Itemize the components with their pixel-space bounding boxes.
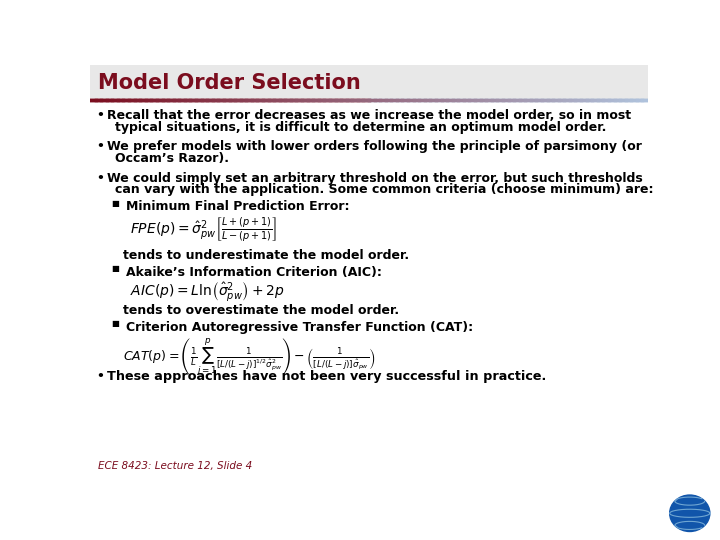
Circle shape	[670, 495, 710, 531]
Text: $FPE(p) = \hat{\sigma}_{pw}^2 \left[ \frac{L+(p+1)}{L-(p+1)} \right]$: $FPE(p) = \hat{\sigma}_{pw}^2 \left[ \fr…	[130, 215, 278, 244]
Text: Akaike’s Information Criterion (AIC):: Akaike’s Information Criterion (AIC):	[126, 266, 382, 279]
Bar	[90, 65, 648, 99]
Text: •: •	[96, 172, 104, 185]
Text: ■: ■	[112, 319, 120, 328]
Text: Model Order Selection: Model Order Selection	[98, 72, 361, 92]
Text: •: •	[96, 370, 104, 383]
Text: $AIC(p) = L\ln\!\left(\hat{\sigma}_{pw}^2\right)+ 2p$: $AIC(p) = L\ln\!\left(\hat{\sigma}_{pw}^…	[130, 280, 284, 304]
Text: ■: ■	[112, 199, 120, 207]
Text: typical situations, it is difficult to determine an optimum model order.: typical situations, it is difficult to d…	[114, 122, 606, 134]
Text: ECE 8423: Lecture 12, Slide 4: ECE 8423: Lecture 12, Slide 4	[98, 461, 252, 471]
Text: Criterion Autoregressive Transfer Function (CAT):: Criterion Autoregressive Transfer Functi…	[126, 321, 473, 334]
Text: Minimum Final Prediction Error:: Minimum Final Prediction Error:	[126, 200, 349, 213]
Text: tends to overestimate the model order.: tends to overestimate the model order.	[122, 304, 399, 317]
Text: We prefer models with lower orders following the principle of parsimony (or: We prefer models with lower orders follo…	[107, 140, 642, 153]
Text: $CAT(p) = \left(\frac{1}{L}\sum_{j=1}^{p}\frac{1}{[L/(L-j)]^{1/2}\hat{\sigma}_{p: $CAT(p) = \left(\frac{1}{L}\sum_{j=1}^{p…	[122, 336, 375, 378]
Text: can vary with the application. Some common criteria (choose minimum) are:: can vary with the application. Some comm…	[114, 184, 653, 197]
Text: ■: ■	[112, 264, 120, 273]
Text: •: •	[96, 110, 104, 123]
Text: We could simply set an arbitrary threshold on the error, but such thresholds: We could simply set an arbitrary thresho…	[107, 172, 643, 185]
Text: These approaches have not been very successful in practice.: These approaches have not been very succ…	[107, 370, 546, 383]
Text: •: •	[96, 140, 104, 153]
Text: Occam’s Razor).: Occam’s Razor).	[114, 152, 229, 165]
Text: tends to underestimate the model order.: tends to underestimate the model order.	[122, 249, 409, 262]
Text: Recall that the error decreases as we increase the model order, so in most: Recall that the error decreases as we in…	[107, 110, 631, 123]
